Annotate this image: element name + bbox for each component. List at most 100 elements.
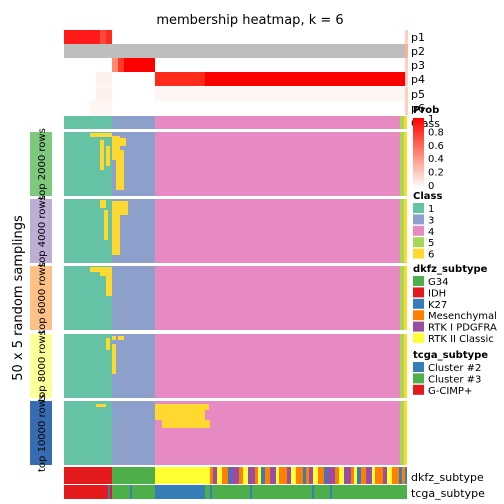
dkfz-cell-28 xyxy=(327,467,335,484)
dkfz-cell-18 xyxy=(279,467,287,484)
prob-cell-p4-3 xyxy=(155,72,205,86)
row-label-p2: p2 xyxy=(411,45,425,58)
prob-cell-p4-4 xyxy=(205,72,407,86)
dkfz-cell-42 xyxy=(399,467,402,484)
dkfz-cell-2 xyxy=(155,467,210,484)
group-4-edge xyxy=(401,401,403,465)
legend-dkfz-swatch-3 xyxy=(413,310,424,321)
dkfz-cell-4 xyxy=(213,467,217,484)
dkfz-cell-38 xyxy=(375,467,383,484)
legend-tcga-swatch-0 xyxy=(413,362,424,372)
group-1-class-2 xyxy=(155,199,400,263)
tcga-mark-2 xyxy=(210,485,212,499)
prob-cell-p1-1 xyxy=(100,30,106,44)
group-2-switch-2 xyxy=(106,276,112,296)
dkfz-row-label: dkfz_subtype xyxy=(411,471,484,484)
group-3-edge xyxy=(401,334,403,398)
group-1-switch-0 xyxy=(112,201,128,215)
legend-class-label-0: 1 xyxy=(428,204,434,215)
group-0-switch-0 xyxy=(90,133,112,137)
dkfz-cell-8 xyxy=(231,467,239,484)
group-3-class-1 xyxy=(112,334,155,398)
legend-dkfz-label-4: RTK I PDGFRA xyxy=(428,323,497,334)
dkfz-cell-37 xyxy=(372,467,375,484)
dkfz-cell-12 xyxy=(255,467,258,484)
group-1-class-4 xyxy=(404,199,407,263)
prob-cell-p3-1 xyxy=(112,58,118,72)
legend-dkfz-swatch-1 xyxy=(413,287,424,298)
dkfz-cell-13 xyxy=(258,467,261,484)
legend-dkfz-swatch-5 xyxy=(413,333,424,343)
dkfz-cell-15 xyxy=(265,467,270,484)
dkfz-cell-20 xyxy=(291,467,296,484)
prob-cell-p1-2 xyxy=(106,30,112,44)
group-1-switch-1 xyxy=(112,215,120,255)
prob-cell-p5-2 xyxy=(112,87,155,101)
legend-class-swatch-2 xyxy=(413,225,424,236)
dkfz-cell-0 xyxy=(64,467,112,484)
group-bar-1 xyxy=(30,199,52,263)
dkfz-cell-9 xyxy=(239,467,243,484)
prob-cell-p5-0 xyxy=(64,87,96,101)
group-1-switch-2 xyxy=(104,210,108,240)
group-3-class-2 xyxy=(155,334,400,398)
legend-class-swatch-3 xyxy=(413,237,424,248)
y-axis-label: 50 x 5 random samplings xyxy=(11,215,26,381)
legend-class-label-2: 4 xyxy=(428,227,434,238)
legend-prob-tick-2: 0.6 xyxy=(428,141,444,152)
group-label-4: top 10000 rows xyxy=(37,394,48,472)
legend-dkfz-label-5: RTK II Classic xyxy=(428,334,494,345)
legend-class-swatch-4 xyxy=(413,248,424,259)
legend-dkfz-label-2: K27 xyxy=(428,300,447,311)
tcga-mark-4 xyxy=(312,485,314,499)
tcga-cell-1 xyxy=(100,485,112,499)
prob-cell-p1-0 xyxy=(64,30,100,44)
prob-cell-p3-2 xyxy=(118,58,124,72)
legend-tcga-swatch-1 xyxy=(413,373,424,384)
tcga-cell-2 xyxy=(112,485,155,499)
group-label-2: top 6000 rows xyxy=(37,262,48,334)
chart-title: membership heatmap, k = 6 xyxy=(156,13,343,28)
legend-dkfz-label-1: IDH xyxy=(428,288,446,299)
prob-cell-p4-0 xyxy=(64,72,96,86)
group-3-switch-2 xyxy=(112,344,116,374)
dkfz-cell-26 xyxy=(318,467,324,484)
dkfz-cell-30 xyxy=(339,467,344,484)
group-0-class-2 xyxy=(155,132,400,196)
legend-prob-gradient xyxy=(413,118,424,188)
group-label-0: top 2000 rows xyxy=(37,128,48,200)
row-label-p4: p4 xyxy=(411,73,425,86)
legend-class-swatch-0 xyxy=(413,203,424,213)
tcga-row-label: tcga_subtype xyxy=(411,487,485,500)
legend-class-title: Class xyxy=(413,191,442,202)
dkfz-cell-33 xyxy=(354,467,357,484)
prob-cell-p3-0 xyxy=(64,58,112,72)
dkfz-cell-23 xyxy=(306,467,309,484)
group-2-switch-0 xyxy=(90,267,112,272)
prob-edge-p3 xyxy=(405,58,408,72)
dkfz-cell-41 xyxy=(392,467,399,484)
legend-tcga-label-2: G-CIMP+ xyxy=(428,386,472,397)
group-3-class-0 xyxy=(64,334,112,398)
group-bar-2 xyxy=(30,266,52,330)
dkfz-cell-34 xyxy=(357,467,361,484)
dkfz-cell-17 xyxy=(276,467,279,484)
dkfz-cell-36 xyxy=(366,467,372,484)
tcga-mark-5 xyxy=(330,485,332,499)
legend-dkfz-title: dkfz_subtype xyxy=(413,264,488,275)
group-2-edge xyxy=(401,266,403,330)
group-4-switch-2 xyxy=(162,420,210,428)
prob-edge-p4 xyxy=(405,72,408,86)
dkfz-cell-35 xyxy=(361,467,366,484)
dkfz-cell-44 xyxy=(405,467,407,484)
group-4-switch-1 xyxy=(155,410,205,420)
class-cell-1 xyxy=(112,116,155,129)
group-0-class-0 xyxy=(64,132,112,196)
class-cell-3 xyxy=(400,116,404,129)
class-cell-2 xyxy=(155,116,400,129)
prob-cell-p6-2 xyxy=(112,101,407,115)
legend-dkfz-label-3: Mesenchymal xyxy=(428,311,497,322)
dkfz-cell-11 xyxy=(248,467,255,484)
prob-edge-p6 xyxy=(405,101,408,115)
